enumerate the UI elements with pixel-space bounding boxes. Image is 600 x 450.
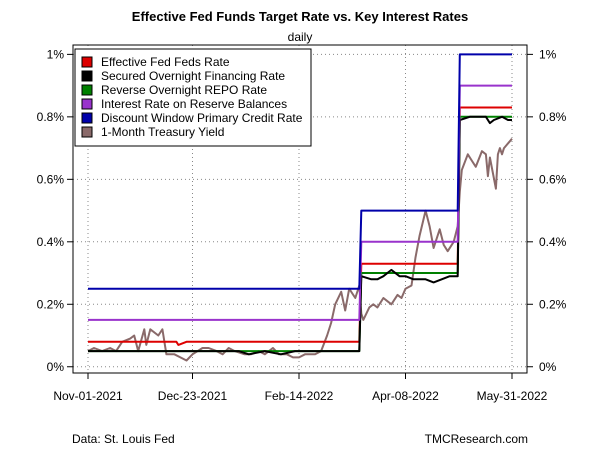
ytick-label-left: 0.4% — [37, 235, 65, 249]
data-source-note: Data: St. Louis Fed — [72, 432, 175, 446]
legend-label: Reverse Overnight REPO Rate — [101, 83, 267, 97]
ytick-label-right: 0.2% — [539, 297, 567, 311]
legend-swatch — [81, 98, 93, 110]
xtick-label: Feb-14-2022 — [265, 389, 334, 403]
ytick-label-left: 1% — [47, 47, 65, 61]
xtick-label: Nov-01-2021 — [53, 389, 123, 403]
legend-swatch — [81, 84, 93, 96]
ytick-label-right: 0% — [539, 360, 557, 374]
ytick-label-right: 1% — [539, 47, 557, 61]
tick-layer: 0% 0% 0.2% 0.2% 0.4% 0.4% 0.6% 0.6% 0.8% 0.8% 1% 1%… — [37, 47, 567, 403]
ytick-label-right: 0.4% — [539, 235, 567, 249]
plot-frame — [72, 44, 528, 374]
series-line-discount-window-primary-credit-rate — [88, 53, 512, 290]
legend-swatch — [81, 112, 93, 124]
legend-box — [74, 48, 312, 147]
legend-label: Discount Window Primary Credit Rate — [101, 111, 303, 125]
legend-label: 1-Month Treasury Yield — [101, 125, 224, 139]
legend-swatch — [81, 70, 93, 82]
series-layer — [87, 53, 513, 362]
ytick-label-left: 0.6% — [37, 172, 65, 186]
series-line-reverse-overnight-repo-rate — [88, 115, 512, 353]
series-line-interest-rate-on-reserve-balances — [88, 84, 512, 321]
series-line-1-month-treasury-yield — [87, 138, 513, 362]
ytick-label-left: 0.8% — [37, 110, 65, 124]
ytick-label-left: 0% — [47, 360, 65, 374]
xtick-label: Apr-08-2022 — [372, 389, 439, 403]
credit-note: TMCResearch.com — [424, 432, 528, 446]
legend-swatch — [81, 126, 93, 138]
chart-title: Effective Fed Funds Target Rate vs. Key … — [131, 9, 469, 24]
chart-subtitle: daily — [287, 30, 313, 44]
xtick-label: Dec-23-2021 — [158, 389, 228, 403]
grid-layer — [73, 45, 527, 373]
legend-label: Secured Overnight Financing Rate — [101, 69, 285, 83]
legend-swatch — [81, 56, 93, 68]
ytick-label-right: 0.8% — [539, 110, 567, 124]
ytick-label-left: 0.2% — [37, 297, 65, 311]
legend-label: Interest Rate on Reserve Balances — [101, 97, 287, 111]
series-line-secured-overnight-financing-rate — [88, 115, 512, 356]
legend-label: Effective Fed Feds Rate — [101, 55, 230, 69]
ytick-label-right: 0.6% — [539, 172, 567, 186]
xtick-label: May-31-2022 — [477, 389, 548, 403]
